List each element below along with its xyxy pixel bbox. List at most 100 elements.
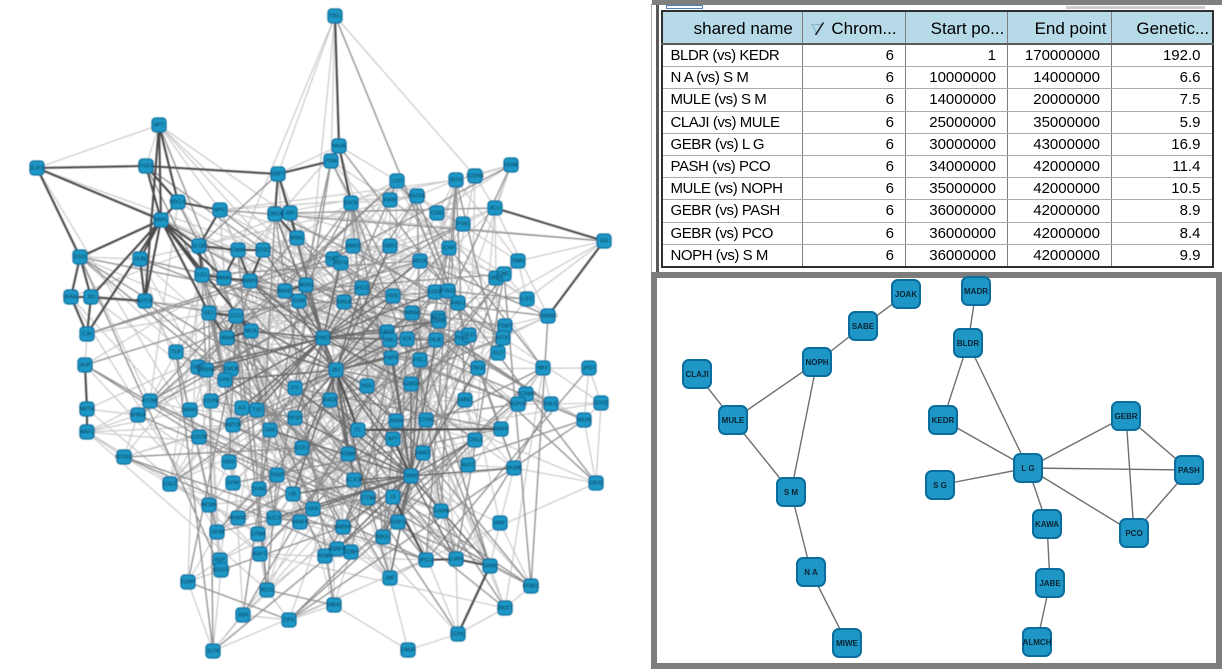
svg-text:ERI: ERI xyxy=(600,239,608,245)
svg-text:GNRO: GNRO xyxy=(383,244,398,250)
svg-text:EAEG: EAEG xyxy=(380,330,394,336)
svg-text:CIFE: CIFE xyxy=(283,618,295,624)
svg-text:GDBH: GDBH xyxy=(344,550,359,556)
svg-text:RDOEC: RDOEC xyxy=(115,455,133,461)
svg-text:ICNP: ICNP xyxy=(443,246,456,252)
svg-text:ASWDA: ASWDA xyxy=(402,382,421,388)
svg-text:UPCLL: UPCLL xyxy=(418,558,434,564)
svg-text:ORD: ORD xyxy=(223,460,235,466)
svg-text:JRUCT: JRUCT xyxy=(497,606,513,612)
svg-text:AUCC: AUCC xyxy=(461,463,476,469)
svg-text:ARTU: ARTU xyxy=(431,316,445,322)
svg-text:RSMN: RSMN xyxy=(341,452,356,458)
svg-text:MBKD: MBKD xyxy=(346,244,361,250)
svg-text:LMJW: LMJW xyxy=(210,530,224,536)
svg-text:SDOD: SDOD xyxy=(594,401,609,407)
svg-text:WEOB: WEOB xyxy=(412,259,428,265)
svg-text:LLWH: LLWH xyxy=(449,557,463,563)
svg-text:NBJN: NBJN xyxy=(577,418,590,424)
svg-text:KEDR: KEDR xyxy=(932,416,955,425)
svg-text:JBU: JBU xyxy=(331,368,341,374)
svg-text:SOW: SOW xyxy=(293,299,305,305)
svg-text:NGPOH: NGPOH xyxy=(509,402,528,408)
svg-text:JSRA: JSRA xyxy=(433,319,446,325)
svg-text:SNOK: SNOK xyxy=(344,201,359,207)
svg-text:MKF: MKF xyxy=(538,366,549,372)
svg-text:LCOHN: LCOHN xyxy=(466,174,484,180)
svg-text:UTEPW: UTEPW xyxy=(202,399,220,405)
svg-text:OCRWO: OCRWO xyxy=(516,392,536,398)
svg-text:WKWWD: WKWWD xyxy=(227,516,248,522)
svg-text:N A: N A xyxy=(804,568,818,577)
svg-text:KFBEC: KFBEC xyxy=(523,584,540,590)
svg-text:CDGJ: CDGJ xyxy=(468,438,482,444)
svg-text:HLIK: HLIK xyxy=(430,338,442,344)
svg-text:ITL: ITL xyxy=(354,428,361,434)
svg-text:OJIFL: OJIFL xyxy=(391,520,405,526)
svg-text:JCOJ: JCOJ xyxy=(230,314,243,320)
svg-text:CPWCU: CPWCU xyxy=(314,336,333,342)
svg-text:FRCJ: FRCJ xyxy=(414,358,427,364)
svg-text:STTMA: STTMA xyxy=(360,496,378,502)
svg-text:RPA: RPA xyxy=(388,294,399,300)
svg-text:PASH: PASH xyxy=(1178,466,1200,475)
svg-text:SOGOJ: SOGOJ xyxy=(212,568,230,574)
svg-text:NPIC: NPIC xyxy=(214,208,226,214)
svg-text:HAACI: HAACI xyxy=(415,451,430,457)
svg-text:TDCF: TDCF xyxy=(326,257,339,263)
svg-text:TJD: TJD xyxy=(252,408,262,414)
svg-text:SCJCM: SCJCM xyxy=(345,478,362,484)
svg-text:GSUT: GSUT xyxy=(163,482,177,488)
svg-text:SLFA: SLFA xyxy=(207,649,220,655)
svg-text:GWTOR: GWTOR xyxy=(223,423,242,429)
svg-text:CLAJI: CLAJI xyxy=(685,370,708,379)
svg-text:BMWH: BMWH xyxy=(216,276,232,282)
svg-text:JIO: JIO xyxy=(87,295,95,301)
svg-text:WAFC: WAFC xyxy=(80,430,95,436)
svg-text:KAWA: KAWA xyxy=(1035,520,1059,529)
svg-text:SRRRW: SRRRW xyxy=(197,368,216,374)
svg-text:NWEK: NWEK xyxy=(494,427,510,433)
svg-text:HFAAL: HFAAL xyxy=(63,295,79,301)
svg-text:S G: S G xyxy=(933,481,947,490)
svg-text:JLJFS: JLJFS xyxy=(30,166,45,172)
svg-text:NPT: NPT xyxy=(154,123,164,129)
svg-text:LLFC: LLFC xyxy=(521,297,534,303)
svg-text:GSDI: GSDI xyxy=(74,255,86,261)
svg-text:ALMCH: ALMCH xyxy=(1023,638,1052,647)
svg-text:KAPT: KAPT xyxy=(253,552,266,558)
svg-text:GDHU: GDHU xyxy=(451,632,466,638)
svg-text:DWNMJ: DWNMJ xyxy=(403,311,422,317)
svg-text:ESNWD: ESNWD xyxy=(539,314,558,320)
svg-text:L G: L G xyxy=(1021,464,1034,473)
svg-text:URO: URO xyxy=(192,365,203,371)
svg-text:FPIF: FPIF xyxy=(220,378,231,384)
svg-text:BBGL: BBGL xyxy=(376,535,390,541)
svg-text:KAEU: KAEU xyxy=(451,301,465,307)
svg-text:DHAE: DHAE xyxy=(252,487,267,493)
svg-text:IJI: IJI xyxy=(390,495,395,501)
svg-text:UJCL: UJCL xyxy=(196,273,209,279)
svg-text:SABE: SABE xyxy=(852,322,875,331)
svg-text:CTHK: CTHK xyxy=(419,418,433,424)
svg-text:PFSP: PFSP xyxy=(288,416,302,422)
svg-text:PALG: PALG xyxy=(545,402,558,408)
svg-text:MIJA: MIJA xyxy=(245,329,257,335)
svg-text:EUHP: EUHP xyxy=(181,580,196,586)
svg-text:NJCS: NJCS xyxy=(267,516,281,522)
svg-text:MGHJ: MGHJ xyxy=(299,283,314,289)
svg-text:ECPJ: ECPJ xyxy=(296,446,309,452)
svg-text:AJI: AJI xyxy=(238,406,245,412)
svg-text:S M: S M xyxy=(784,488,799,497)
svg-text:TWWO: TWWO xyxy=(403,474,419,480)
svg-text:LBL: LBL xyxy=(289,492,298,498)
svg-text:PTAGD: PTAGD xyxy=(440,289,457,295)
svg-text:KNEKI: KNEKI xyxy=(326,603,341,609)
svg-text:OWJE: OWJE xyxy=(471,366,486,372)
svg-text:RRTN: RRTN xyxy=(334,261,348,267)
svg-text:GBJS: GBJS xyxy=(589,481,603,487)
svg-text:DWWG: DWWG xyxy=(182,408,199,414)
svg-text:GAK: GAK xyxy=(265,428,276,434)
svg-text:NHJA: NHJA xyxy=(332,144,346,150)
svg-text:KMNC: KMNC xyxy=(458,398,473,404)
